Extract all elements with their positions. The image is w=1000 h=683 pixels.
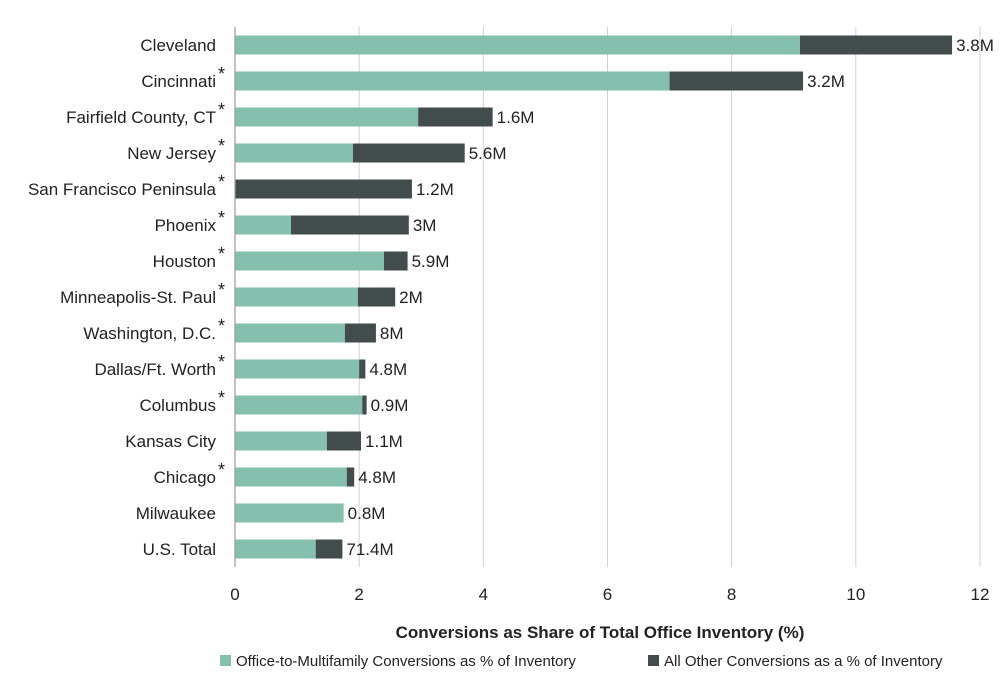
legend-swatch-multifamily [220, 655, 231, 666]
bar-multifamily-11 [235, 431, 327, 451]
bar-multifamily-0 [235, 35, 800, 55]
bar-multifamily-13 [235, 503, 344, 523]
legend-label-other: All Other Conversions as a % of Inventor… [664, 653, 943, 670]
x-tick-10: 10 [846, 585, 865, 604]
legend: Office-to-Multifamily Conversions as % o… [220, 653, 943, 670]
data-label-7: 2M [399, 288, 423, 307]
x-tick-labels: 0 2 4 6 8 10 12 [230, 585, 989, 604]
bar-multifamily-5 [235, 215, 291, 235]
bar-other-3 [352, 143, 465, 163]
bar-multifamily-2 [235, 107, 419, 127]
bar-multifamily-12 [235, 467, 347, 487]
data-label-6: 5.9M [412, 252, 450, 271]
category-label-14: U.S. Total [143, 540, 216, 559]
category-label-11: Kansas City [125, 432, 216, 451]
asterisk-8: * [218, 316, 225, 336]
bar-other-9 [359, 359, 366, 379]
category-label-7: Minneapolis-St. Paul [60, 288, 216, 307]
category-label-8: Washington, D.C. [83, 324, 216, 343]
category-label-2: Fairfield County, CT [66, 108, 216, 127]
x-tick-0: 0 [230, 585, 239, 604]
data-label-9: 4.8M [369, 360, 407, 379]
bar-multifamily-6 [235, 251, 384, 271]
bar-other-1 [669, 71, 804, 91]
bar-other-7 [357, 287, 396, 307]
asterisk-3: * [218, 136, 225, 156]
bar-other-6 [384, 251, 408, 271]
bars [235, 35, 953, 559]
asterisk-6: * [218, 244, 225, 264]
bar-other-12 [346, 467, 355, 487]
bar-other-11 [326, 431, 362, 451]
category-label-6: Houston [153, 252, 216, 271]
data-label-8: 8M [380, 324, 404, 343]
bar-multifamily-9 [235, 359, 360, 379]
data-labels: 3.8M 3.2M 1.6M 5.6M 1.2M 3M 5.9M 2M 8M 4.8M 0.9M 1.… [346, 36, 993, 559]
x-tick-6: 6 [603, 585, 612, 604]
data-label-1: 3.2M [807, 72, 845, 91]
bar-other-4 [235, 179, 412, 199]
asterisk-4: * [218, 172, 225, 192]
data-label-0: 3.8M [956, 36, 994, 55]
data-label-2: 1.6M [497, 108, 535, 127]
data-label-5: 3M [413, 216, 437, 235]
category-label-9: Dallas/Ft. Worth [94, 360, 216, 379]
bar-multifamily-8 [235, 323, 345, 343]
bar-multifamily-10 [235, 395, 363, 415]
x-axis-title: Conversions as Share of Total Office Inv… [396, 623, 805, 642]
bar-other-10 [362, 395, 367, 415]
category-label-4: San Francisco Peninsula [28, 180, 217, 199]
asterisk-9: * [218, 352, 225, 372]
category-label-3: New Jersey [127, 144, 216, 163]
data-label-10: 0.9M [371, 396, 409, 415]
x-tick-8: 8 [727, 585, 736, 604]
bar-multifamily-1 [235, 71, 670, 91]
bar-other-2 [418, 107, 493, 127]
bar-other-0 [799, 35, 953, 55]
x-tick-2: 2 [354, 585, 363, 604]
category-label-1: Cincinnati [141, 72, 216, 91]
asterisk-7: * [218, 280, 225, 300]
bar-multifamily-7 [235, 287, 358, 307]
data-label-11: 1.1M [365, 432, 403, 451]
category-label-0: Cleveland [140, 36, 216, 55]
data-label-3: 5.6M [469, 144, 507, 163]
bar-other-5 [290, 215, 409, 235]
legend-label-multifamily: Office-to-Multifamily Conversions as % o… [236, 653, 576, 670]
bar-multifamily-3 [235, 143, 353, 163]
category-label-12: Chicago [154, 468, 216, 487]
data-label-14: 71.4M [346, 540, 393, 559]
asterisk-10: * [218, 388, 225, 408]
x-tick-4: 4 [479, 585, 488, 604]
bar-multifamily-14 [235, 539, 316, 559]
data-label-4: 1.2M [416, 180, 454, 199]
asterisk-5: * [218, 208, 225, 228]
data-label-12: 4.8M [358, 468, 396, 487]
asterisk-1: * [218, 64, 225, 84]
asterisk-12: * [218, 460, 225, 480]
category-label-13: Milwaukee [136, 504, 216, 523]
category-label-10: Columbus [139, 396, 216, 415]
legend-swatch-other [648, 655, 659, 666]
data-label-13: 0.8M [348, 504, 386, 523]
asterisk-2: * [218, 100, 225, 120]
category-label-5: Phoenix [155, 216, 217, 235]
x-tick-12: 12 [971, 585, 990, 604]
bar-other-14 [315, 539, 343, 559]
bar-other-8 [344, 323, 376, 343]
